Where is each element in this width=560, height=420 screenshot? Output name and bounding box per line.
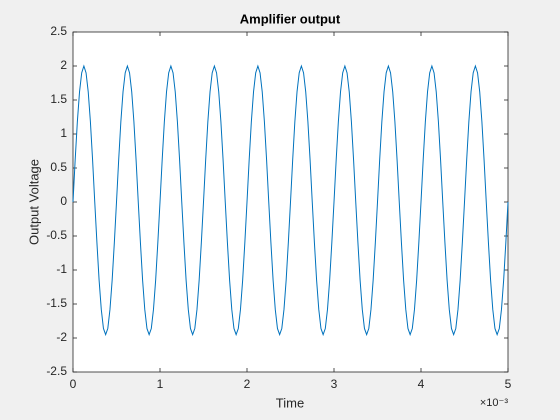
- y-axis-label: Output Voltage: [26, 159, 41, 245]
- y-tick-label: 2.5: [50, 24, 67, 38]
- y-tick-label: -1: [56, 262, 67, 276]
- y-tick-label: -0.5: [46, 228, 67, 242]
- y-tick-label: 1.5: [50, 92, 67, 106]
- x-tick-label: 2: [244, 377, 251, 391]
- x-tick-label: 1: [157, 377, 164, 391]
- x-tick-label: 5: [505, 377, 512, 391]
- series-line: [72, 64, 509, 337]
- y-tick-label: -2: [56, 330, 67, 344]
- y-tick-label: 2: [60, 58, 67, 72]
- x-axis-label: Time: [276, 395, 304, 410]
- x-tick-label: 4: [418, 377, 425, 391]
- x-tick-label: 3: [331, 377, 338, 391]
- x-exponent-label: ×10⁻³: [480, 397, 508, 409]
- y-tick-label: 0.5: [50, 160, 67, 174]
- x-tick-label: 0: [70, 377, 77, 391]
- y-tick-label: -2.5: [46, 364, 67, 378]
- chart-title: Amplifier output: [240, 11, 341, 26]
- y-tick-label: -1.5: [46, 296, 67, 310]
- y-tick-label: 0: [60, 194, 67, 208]
- y-tick-label: 1: [60, 126, 67, 140]
